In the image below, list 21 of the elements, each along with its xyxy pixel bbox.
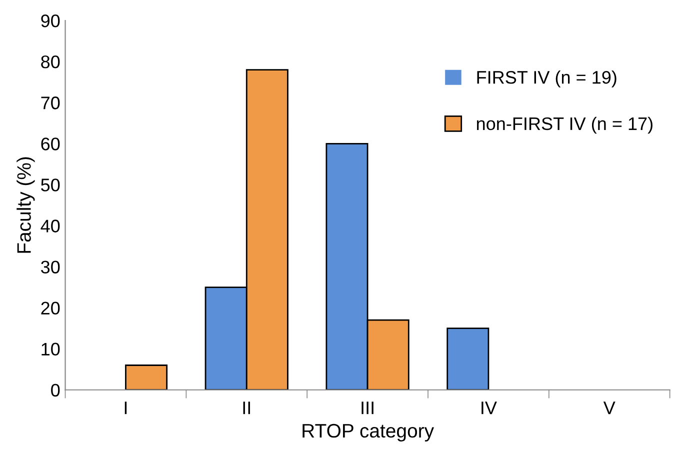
y-tick-label: 10 <box>42 342 60 356</box>
bar <box>446 328 490 390</box>
y-axis-title: Faculty (%) <box>16 157 35 253</box>
legend-label: FIRST IV (n = 19) <box>477 70 616 88</box>
y-tick-label: 20 <box>41 302 60 315</box>
y-tick-label: 90 <box>41 14 60 28</box>
legend-label: non-FIRST IV (n = 17) <box>476 116 652 134</box>
y-tick-label: 0 <box>51 384 60 397</box>
x-tick-label: I <box>124 402 127 414</box>
x-tick-label: IV <box>482 402 497 414</box>
y-tick-label: 50 <box>41 178 60 192</box>
y-tick-label: 40 <box>40 220 60 232</box>
x-tick-label: III <box>362 402 374 414</box>
x-tick-label: V <box>603 402 616 414</box>
y-tick-label: 60 <box>41 138 60 150</box>
x-axis-title: RTOP category <box>302 424 434 442</box>
bar <box>125 364 168 390</box>
y-tick-label: 80 <box>41 55 60 68</box>
x-tick-label: II <box>243 402 250 414</box>
y-tick-label: 30 <box>41 260 60 274</box>
y-tick-label: 70 <box>41 96 60 110</box>
